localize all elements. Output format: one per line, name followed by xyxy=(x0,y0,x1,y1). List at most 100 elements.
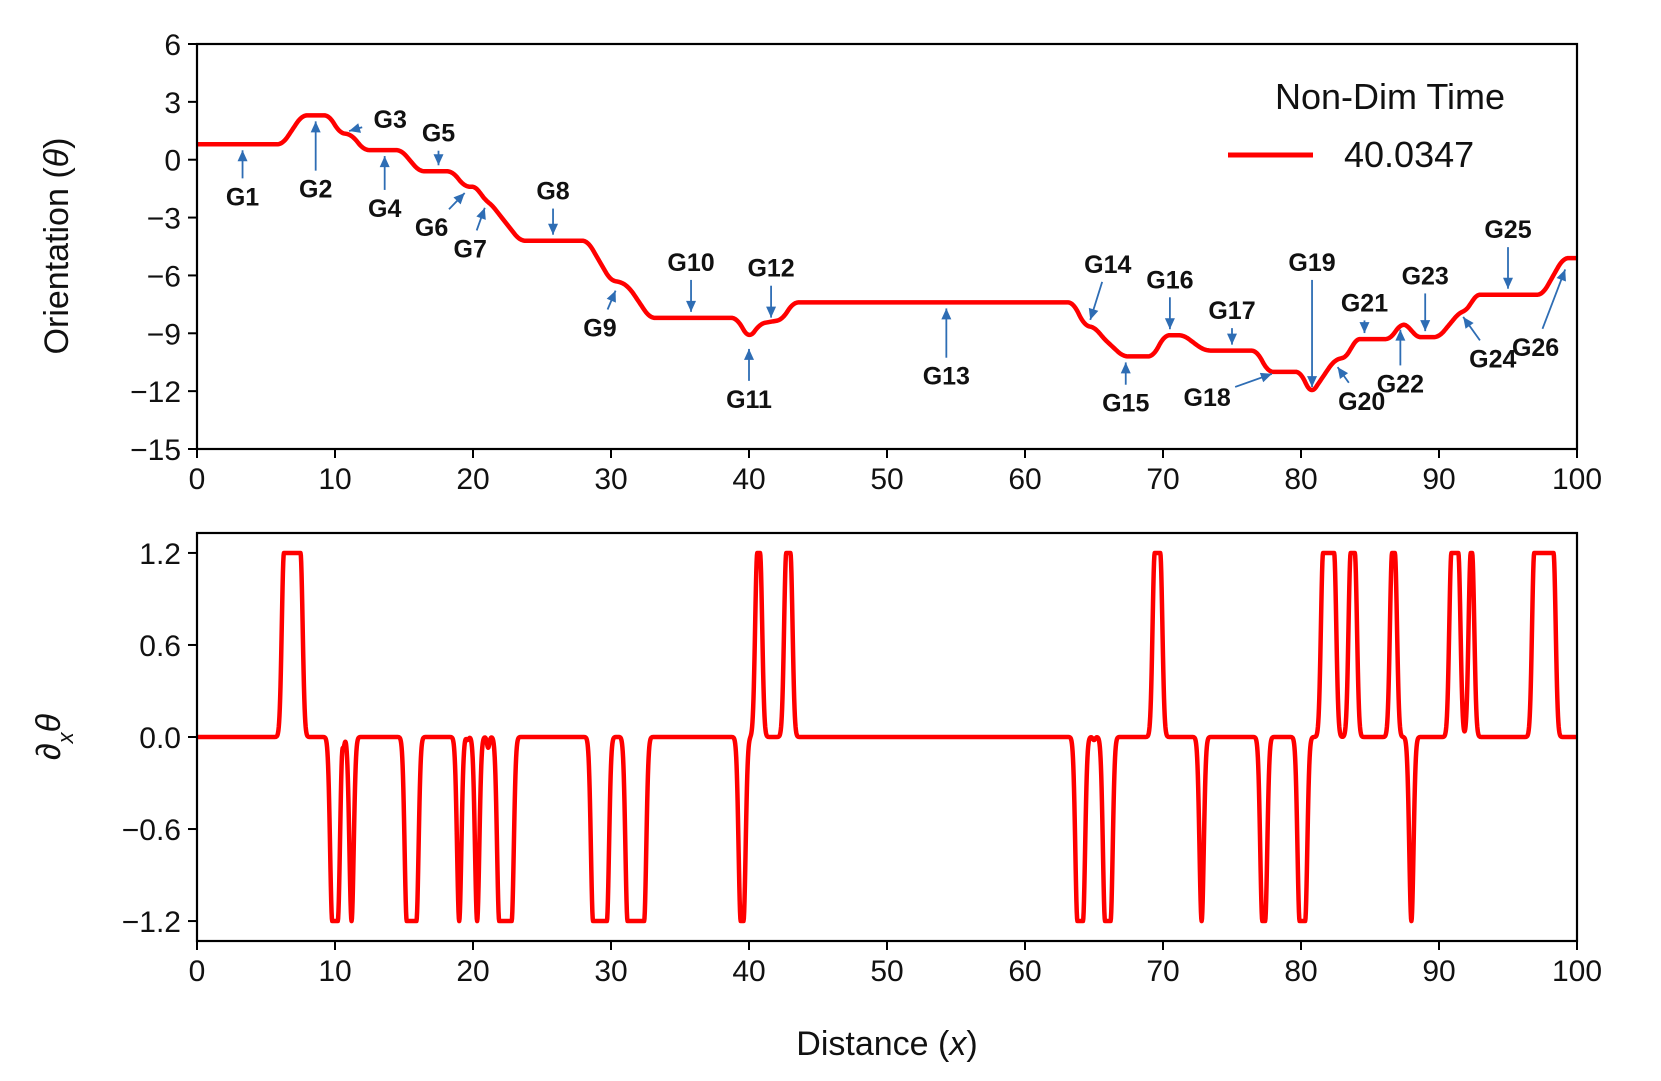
annotation-arrowhead xyxy=(548,223,559,235)
annotation-arrowhead xyxy=(379,156,390,168)
y-tick-label: 0.6 xyxy=(139,630,181,663)
bottom-ylabel: ∂xθ xyxy=(30,713,78,760)
x-tick-label: 20 xyxy=(456,463,489,496)
annotation-label: G14 xyxy=(1084,251,1131,279)
annotation-label: G17 xyxy=(1208,297,1255,325)
annotation-g6: G6 xyxy=(415,192,466,242)
annotation-arrowhead xyxy=(1120,362,1131,374)
bottom-plot-frame xyxy=(195,531,1579,943)
x-tick-label: 70 xyxy=(1146,463,1179,496)
annotation-arrowhead xyxy=(941,308,952,320)
annotation-label: G1 xyxy=(226,183,259,211)
annotation-label: G12 xyxy=(747,255,794,283)
annotation-g18: G18 xyxy=(1184,372,1273,412)
bottom-curve xyxy=(195,550,1579,924)
annotation-label: G5 xyxy=(422,120,455,148)
top-plot-frame xyxy=(195,42,1579,451)
y-tick-label: −6 xyxy=(147,260,181,293)
annotation-arrowhead xyxy=(1359,322,1370,334)
y-tick-label: −15 xyxy=(130,434,181,467)
annotation-label: G23 xyxy=(1402,262,1449,290)
legend: Non-Dim Time 40.0347 xyxy=(1228,76,1505,175)
annotation-arrowhead xyxy=(453,192,465,205)
x-tick-label: 40 xyxy=(732,463,765,496)
annotation-arrowhead xyxy=(310,121,321,133)
x-tick-label: 30 xyxy=(594,463,627,496)
bottom-ticks: 0 10 20 30 40 50 60 70 80 90 100 1.2 0.6 0.0 −0.6 −1.2 xyxy=(122,538,1602,988)
annotation-arrowhead xyxy=(1503,277,1513,289)
annotation-arrowhead xyxy=(1307,376,1318,388)
annotation-g11: G11 xyxy=(726,348,772,414)
annotation-arrowhead xyxy=(686,300,697,312)
x-tick-label: 20 xyxy=(456,955,489,988)
annotation-g19: G19 xyxy=(1288,249,1336,388)
annotation-arrowhead xyxy=(766,306,777,318)
bottom-xlabel: Distance (x) xyxy=(796,1025,977,1063)
annotation-arrowhead xyxy=(1556,269,1566,282)
x-tick-label: 0 xyxy=(189,955,206,988)
annotation-label: G7 xyxy=(454,235,487,263)
annotation-g15: G15 xyxy=(1102,362,1149,418)
annotation-g10: G10 xyxy=(667,249,715,312)
annotation-arrowhead xyxy=(744,348,754,360)
annotation-g24: G24 xyxy=(1462,316,1517,373)
x-tick-label: 50 xyxy=(870,955,903,988)
x-tick-label: 100 xyxy=(1552,955,1602,988)
annotation-arrowhead xyxy=(433,154,444,166)
annotation-g21: G21 xyxy=(1341,289,1388,334)
annotation-label: G8 xyxy=(536,178,569,206)
x-tick-label: 60 xyxy=(1008,463,1041,496)
y-tick-label: −9 xyxy=(147,318,181,351)
annotation-label: G2 xyxy=(299,176,332,204)
annotation-label: G13 xyxy=(923,363,970,391)
annotation-arrowhead xyxy=(476,207,486,220)
annotation-g5: G5 xyxy=(422,120,455,166)
annotation-label: G16 xyxy=(1146,266,1193,294)
annotation-g9: G9 xyxy=(583,290,617,343)
annotation-g4: G4 xyxy=(368,156,401,223)
annotation-arrowhead xyxy=(1420,320,1431,332)
annotation-g2: G2 xyxy=(299,121,332,204)
annotation-g23: G23 xyxy=(1402,262,1449,332)
annotation-arrowhead xyxy=(1395,329,1406,341)
x-tick-label: 60 xyxy=(1008,955,1041,988)
annotation-label: G3 xyxy=(374,106,407,134)
annotation-g8: G8 xyxy=(536,178,570,235)
annotation-g1: G1 xyxy=(226,150,259,211)
y-tick-label: −12 xyxy=(130,376,181,409)
annotation-label: G20 xyxy=(1338,388,1385,416)
x-tick-label: 50 xyxy=(870,463,903,496)
x-tick-label: 70 xyxy=(1146,955,1179,988)
x-tick-label: 10 xyxy=(318,463,351,496)
y-tick-label: 6 xyxy=(164,29,181,62)
annotation-g7: G7 xyxy=(454,207,487,263)
x-tick-label: 100 xyxy=(1552,463,1602,496)
y-tick-label: −0.6 xyxy=(122,814,181,847)
y-tick-label: 0 xyxy=(164,145,181,178)
annotation-arrowhead xyxy=(1088,307,1099,320)
x-tick-label: 80 xyxy=(1284,955,1317,988)
x-tick-label: 0 xyxy=(189,463,206,496)
annotation-g16: G16 xyxy=(1146,266,1194,330)
x-tick-label: 40 xyxy=(732,955,765,988)
annotation-label: G25 xyxy=(1484,216,1531,244)
annotation-g22: G22 xyxy=(1377,329,1424,398)
annotation-label: G19 xyxy=(1288,249,1335,277)
y-tick-label: 0.0 xyxy=(139,722,181,755)
annotation-arrowhead xyxy=(1164,318,1175,330)
annotation-g26: G26 xyxy=(1512,269,1567,362)
annotation-arrowhead xyxy=(606,290,616,303)
legend-title: Non-Dim Time xyxy=(1275,76,1505,117)
annotation-label: G10 xyxy=(667,249,714,277)
annotation-label: G24 xyxy=(1469,345,1516,373)
annotation-label: G15 xyxy=(1102,390,1149,418)
annotation-arrowhead xyxy=(237,150,248,162)
top-curve xyxy=(195,113,1579,393)
annotation-label: G21 xyxy=(1341,289,1388,317)
x-tick-label: 10 xyxy=(318,955,351,988)
x-tick-label: 90 xyxy=(1422,955,1455,988)
